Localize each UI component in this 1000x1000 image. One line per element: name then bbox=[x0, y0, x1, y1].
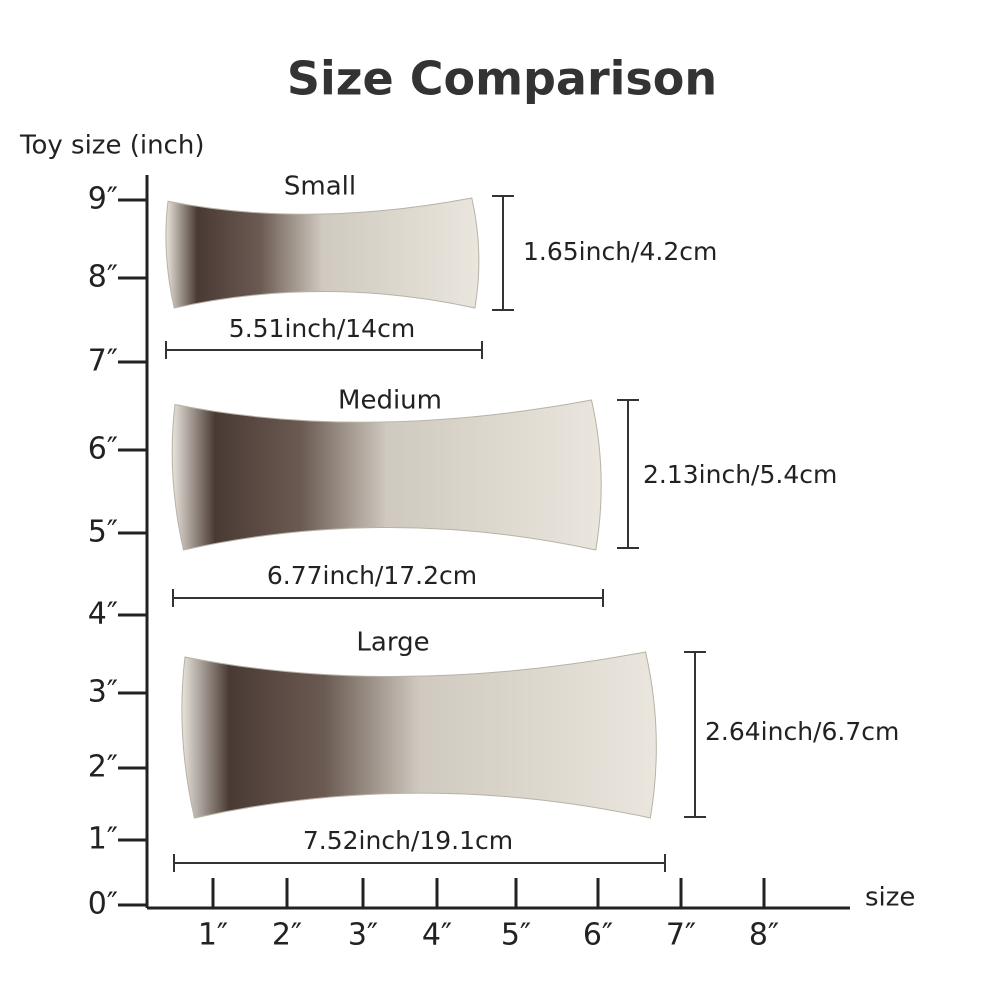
length-label: 5.51inch/14cm bbox=[229, 314, 415, 343]
y-tick-label: 5″ bbox=[88, 515, 118, 550]
y-tick-label: 1″ bbox=[88, 822, 118, 857]
y-tick-label: 6″ bbox=[88, 432, 118, 467]
item-name: Large bbox=[356, 628, 429, 658]
bone-image bbox=[181, 651, 657, 819]
y-axis-label: Toy size (inch) bbox=[19, 131, 204, 161]
title: Size Comparison bbox=[287, 52, 717, 106]
y-tick-label: 8″ bbox=[88, 260, 118, 295]
x-tick-label: 4″ bbox=[422, 918, 452, 953]
x-tick-label: 7″ bbox=[666, 918, 696, 953]
x-tick-label: 3″ bbox=[348, 918, 378, 953]
x-tick-label: 1″ bbox=[198, 918, 228, 953]
y-tick-label: 7″ bbox=[88, 344, 118, 379]
x-tick-label: 8″ bbox=[749, 918, 779, 953]
length-label: 7.52inch/19.1cm bbox=[303, 826, 513, 855]
y-tick-label: 4″ bbox=[88, 597, 118, 632]
x-tick-label: 6″ bbox=[583, 918, 613, 953]
x-tick-label: 5″ bbox=[501, 918, 531, 953]
item-name: Small bbox=[284, 172, 356, 202]
x-tick-label: 2″ bbox=[272, 918, 302, 953]
bone-image bbox=[171, 399, 602, 551]
y-tick-label: 3″ bbox=[88, 675, 118, 710]
bone-image bbox=[165, 197, 480, 309]
height-label: 2.64inch/6.7cm bbox=[705, 717, 899, 746]
x-axis-label: size bbox=[865, 883, 915, 913]
length-label: 6.77inch/17.2cm bbox=[267, 561, 477, 590]
height-label: 1.65inch/4.2cm bbox=[523, 237, 717, 266]
height-label: 2.13inch/5.4cm bbox=[643, 460, 837, 489]
item-name: Medium bbox=[338, 386, 442, 416]
y-tick-label: 9″ bbox=[88, 182, 118, 217]
y-tick-label: 2″ bbox=[88, 750, 118, 785]
y-tick-label: 0″ bbox=[88, 887, 118, 922]
